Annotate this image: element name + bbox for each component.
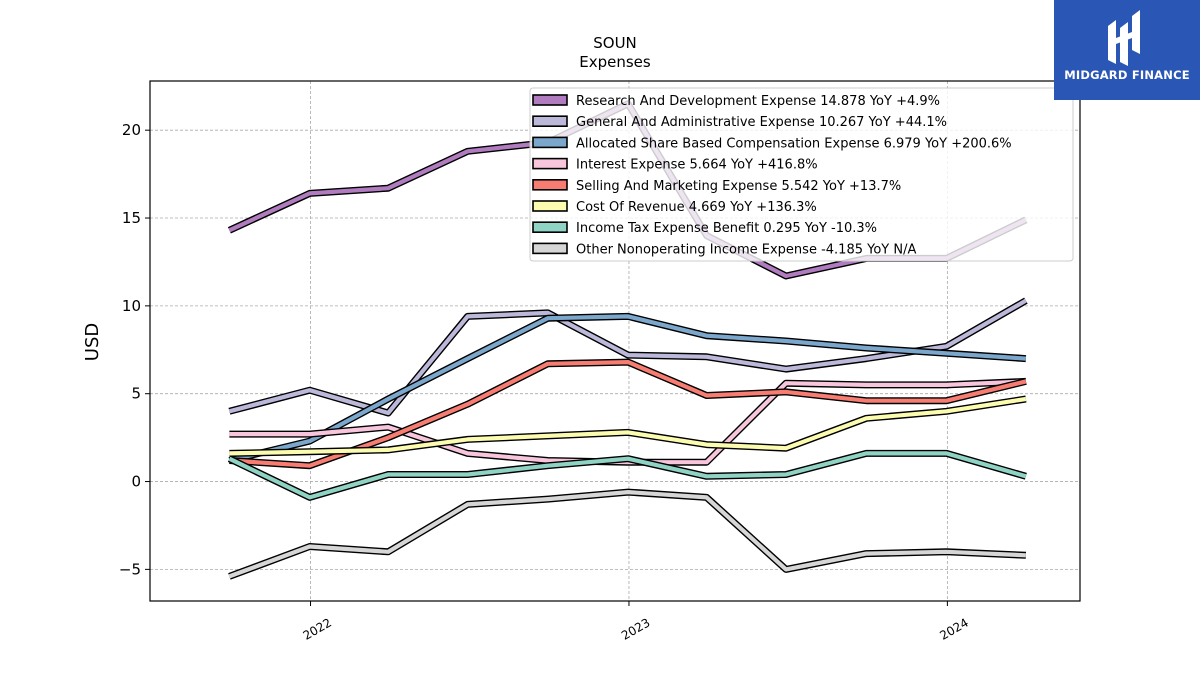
logo-mark-icon — [1108, 10, 1140, 66]
legend-label: Allocated Share Based Compensation Expen… — [576, 136, 1012, 151]
y-axis-label: USD — [82, 323, 103, 361]
y-tick-label: 20 — [122, 121, 141, 139]
chart-title: SOUN — [593, 34, 637, 52]
y-tick-label: 0 — [131, 473, 141, 491]
y-tick-label: 10 — [122, 297, 141, 315]
chart-subtitle: Expenses — [579, 53, 651, 71]
x-tick-label: 2023 — [619, 615, 652, 642]
legend-label: Cost Of Revenue 4.669 YoY +136.3% — [576, 200, 817, 215]
series-line — [229, 396, 1027, 456]
series-line — [228, 451, 1027, 500]
series-lines — [227, 100, 1028, 580]
x-tick-label: 2022 — [301, 615, 334, 642]
y-tick-label: 15 — [122, 209, 141, 227]
legend-swatch — [532, 157, 568, 170]
series-outline — [229, 395, 1027, 457]
series-line — [229, 360, 1027, 468]
y-tick-label: 5 — [131, 385, 141, 403]
y-axis: −5 0 5 10 15 20 — [119, 121, 150, 578]
series-outline — [228, 312, 1027, 464]
legend-label: Selling And Marketing Expense 5.542 YoY … — [576, 179, 901, 194]
legend-swatch — [532, 179, 568, 191]
x-axis: 2022 2023 2024 — [301, 601, 971, 643]
legend-swatch — [532, 242, 568, 255]
legend-swatch — [532, 94, 568, 106]
series-line — [228, 490, 1026, 579]
series-outline — [228, 488, 1027, 580]
y-tick-label: −5 — [119, 560, 141, 578]
legend-swatch — [532, 115, 568, 127]
legend-label: Interest Expense 5.664 YoY +416.8% — [576, 158, 818, 173]
logo-text: MIDGARD FINANCE — [1064, 68, 1190, 82]
legend-swatch — [532, 200, 568, 212]
series-line — [228, 314, 1027, 463]
legend-swatch — [532, 136, 568, 149]
plot-frame — [149, 80, 1081, 602]
legend-label: General And Administrative Expense 10.26… — [576, 115, 947, 130]
brand-logo: MIDGARD FINANCE — [1054, 0, 1200, 100]
legend: Research And Development Expense 14.878 … — [529, 87, 1074, 262]
legend-label: Income Tax Expense Benefit 0.295 YoY -10… — [576, 221, 877, 236]
legend-box — [529, 87, 1074, 262]
series-line — [228, 298, 1027, 416]
x-tick-label: 2024 — [937, 615, 970, 642]
legend-label: Other Nonoperating Income Expense -4.185… — [576, 242, 916, 257]
legend-swatch — [532, 221, 568, 233]
legend-label: Research And Development Expense 14.878 … — [576, 94, 940, 109]
